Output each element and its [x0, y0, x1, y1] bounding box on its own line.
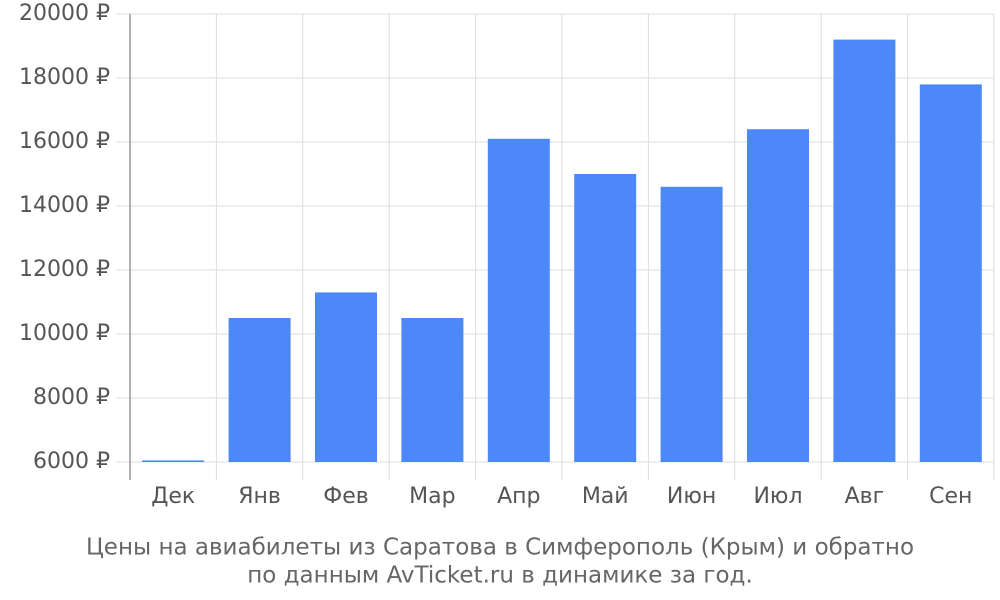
x-tick-label: Июл [753, 484, 802, 509]
y-tick-label: 16000 ₽ [19, 129, 110, 154]
chart-title: Цены на авиабилеты из Саратова в Симферо… [86, 535, 914, 561]
chart-title: по данным AvTicket.ru в динамике за год. [247, 563, 753, 589]
bar [228, 318, 291, 462]
bar [315, 292, 377, 462]
x-tick-label: Мар [409, 484, 455, 509]
x-tick-label: Дек [151, 484, 195, 509]
x-tick-label: Апр [497, 484, 540, 509]
y-tick-label: 12000 ₽ [19, 257, 110, 282]
bar [401, 318, 464, 462]
x-tick-label: Авг [845, 484, 885, 509]
bar [833, 39, 896, 462]
bar [142, 460, 205, 462]
y-tick-label: 14000 ₽ [19, 193, 110, 218]
bar [747, 129, 809, 462]
y-tick-label: 18000 ₽ [19, 65, 110, 90]
x-tick-label: Июн [667, 484, 716, 509]
x-tick-label: Сен [929, 484, 972, 509]
y-tick-label: 20000 ₽ [19, 1, 110, 26]
bar [660, 186, 723, 463]
y-tick-label: 8000 ₽ [33, 385, 110, 410]
y-tick-label: 6000 ₽ [33, 449, 110, 474]
bar [487, 138, 550, 463]
x-tick-label: Май [582, 484, 629, 509]
bar [574, 174, 637, 462]
y-tick-label: 10000 ₽ [19, 321, 110, 346]
x-tick-label: Фев [323, 484, 368, 509]
bar [919, 84, 982, 463]
x-tick-label: Янв [238, 484, 281, 509]
